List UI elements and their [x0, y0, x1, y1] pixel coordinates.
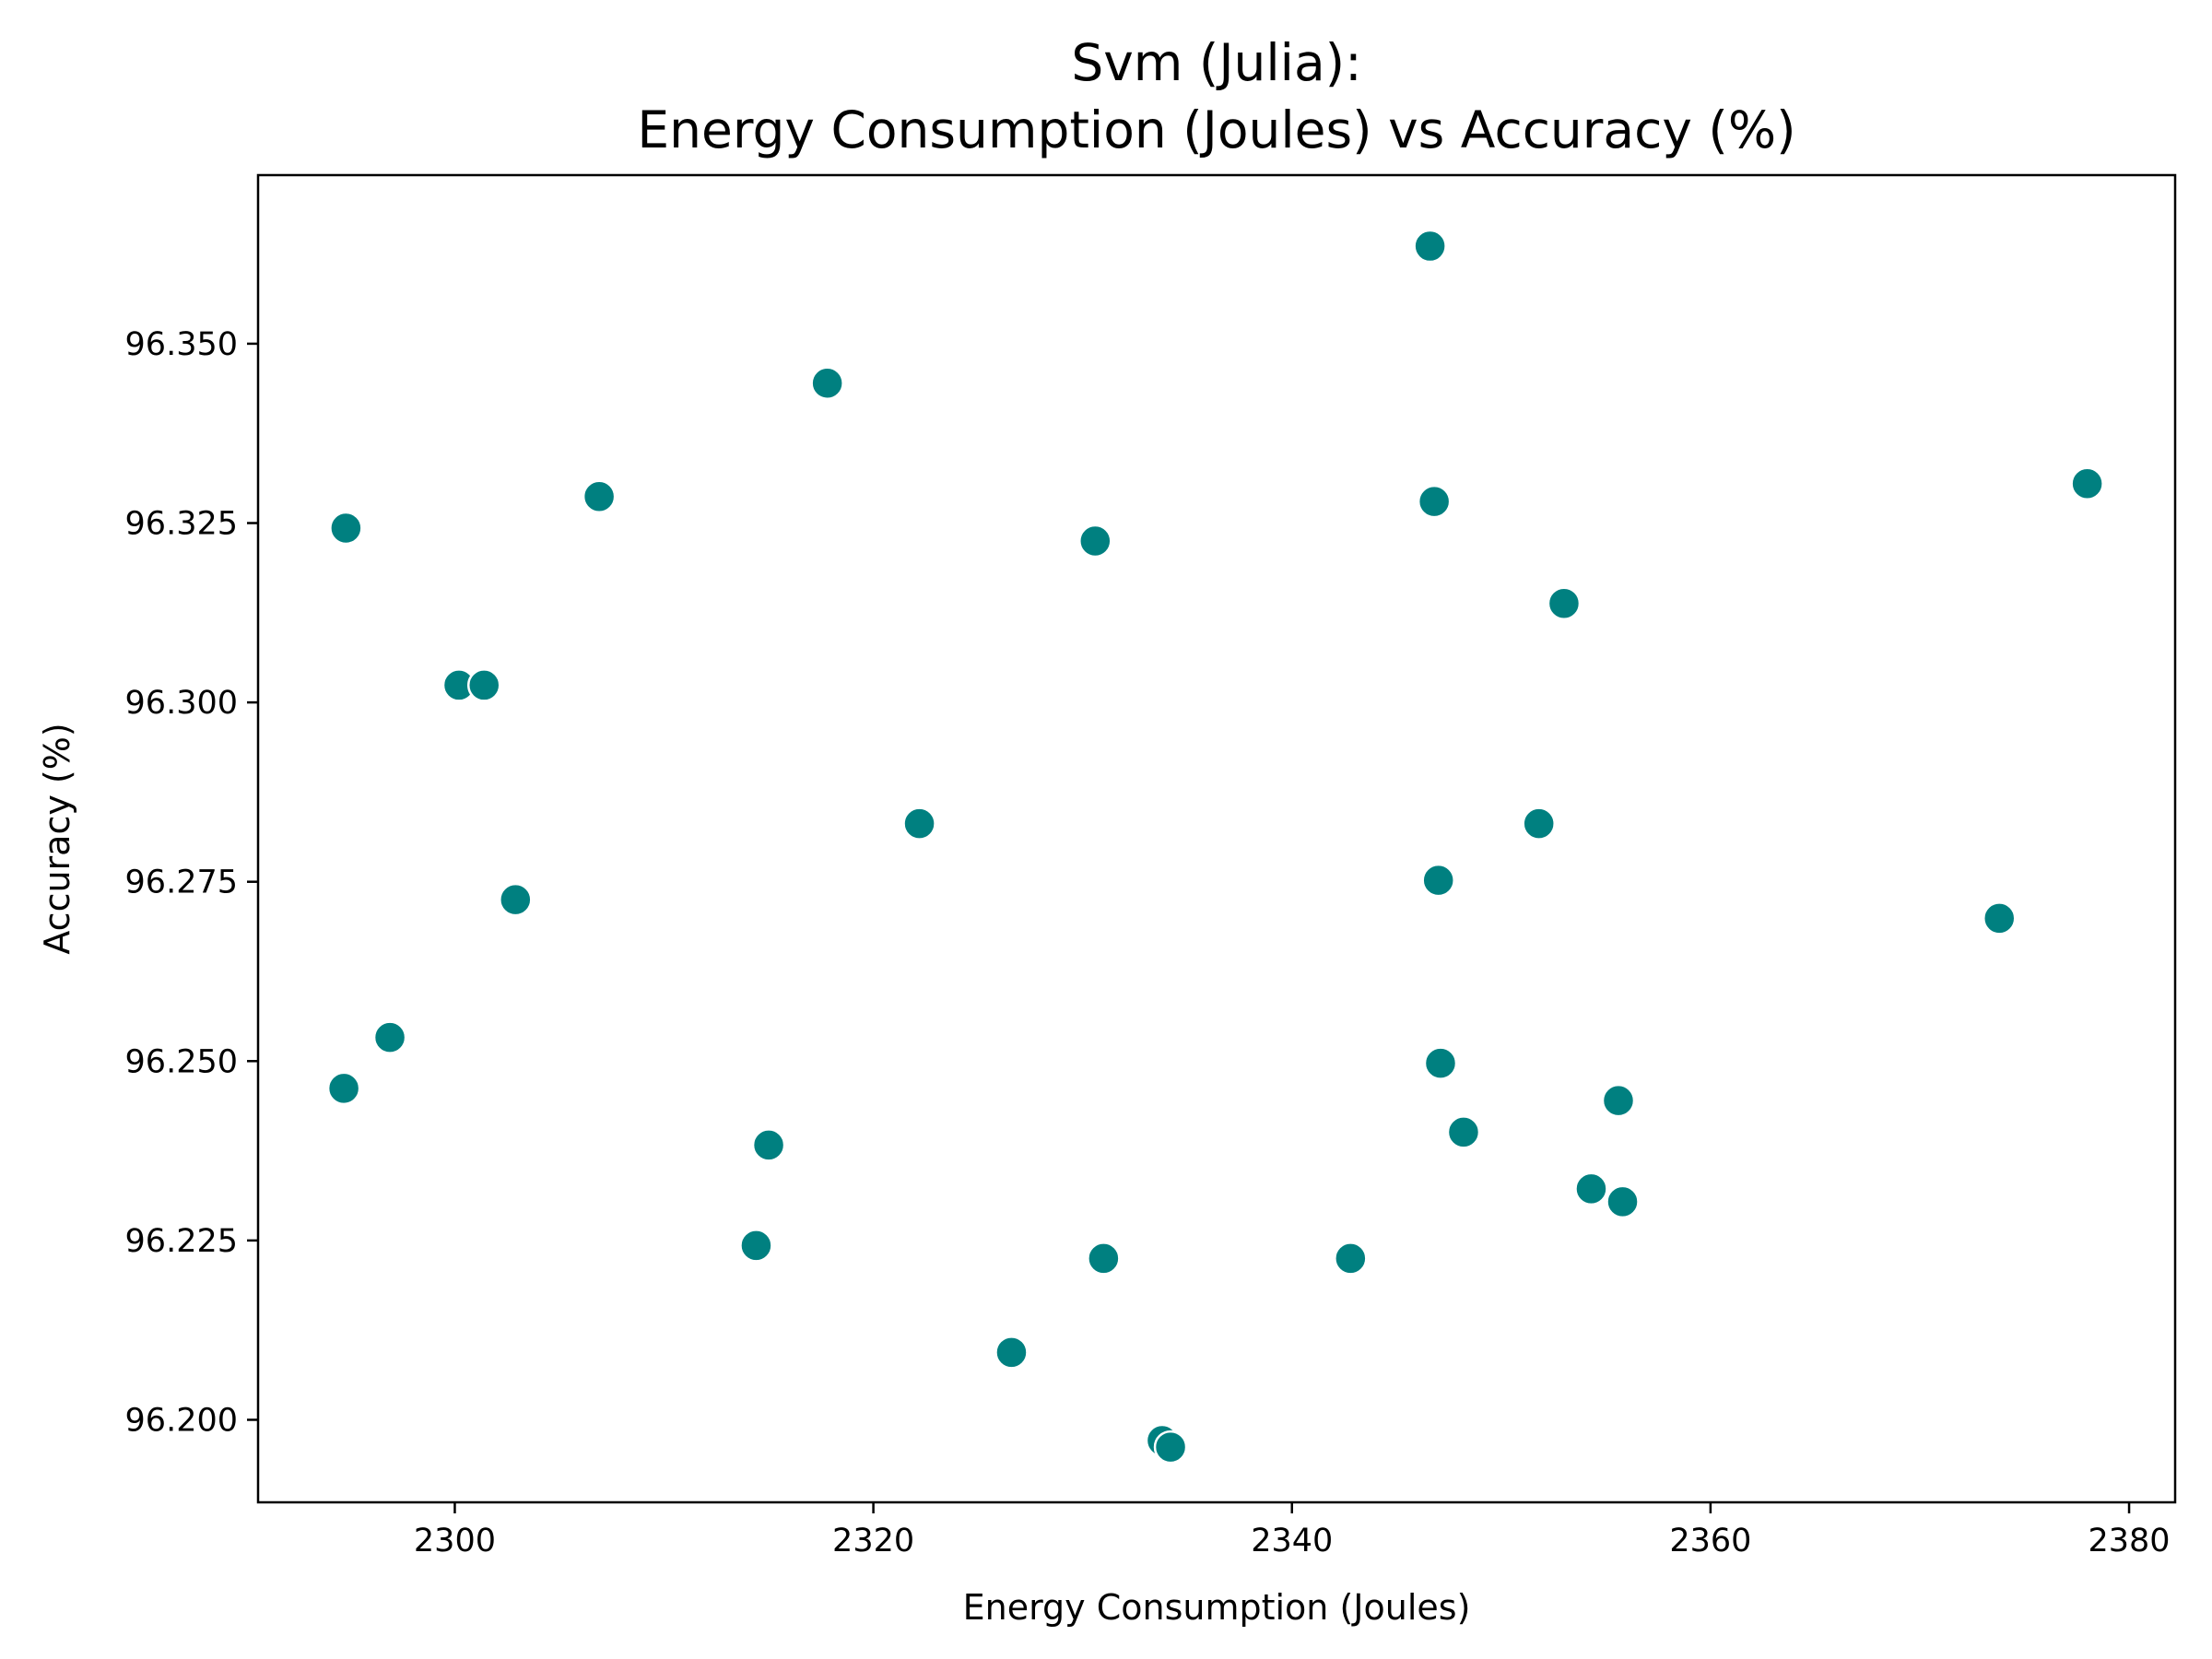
x-axis-ticks: 2300 2320 2340 2360 2380 [414, 1502, 2171, 1559]
x-tick-label: 2320 [832, 1523, 914, 1559]
data-point [1421, 863, 1455, 898]
data-point [326, 1071, 361, 1106]
data-point [1153, 1430, 1188, 1465]
data-point [1446, 1115, 1481, 1149]
data-points [326, 229, 2104, 1465]
y-axis-label: Accuracy (%) [37, 723, 77, 954]
data-point [1522, 806, 1556, 841]
data-point [2070, 466, 2104, 500]
data-point [1601, 1083, 1636, 1118]
x-tick-label: 2360 [1669, 1523, 1751, 1559]
data-point [1423, 1046, 1458, 1080]
y-axis-ticks: 96.200 96.225 96.250 96.275 96.300 96.325 96.3… [125, 326, 258, 1439]
data-point [751, 1128, 786, 1162]
data-point [372, 1020, 407, 1054]
y-tick-label: 96.200 [125, 1402, 238, 1439]
y-tick-label: 96.250 [125, 1043, 238, 1080]
data-point [1413, 229, 1447, 264]
x-tick-label: 2340 [1251, 1523, 1333, 1559]
chart-title-line-2: Energy Consumption (Joules) vs Accuracy … [637, 100, 1795, 159]
x-tick-label: 2300 [414, 1523, 496, 1559]
data-point [1606, 1184, 1640, 1219]
y-tick-label: 96.300 [125, 685, 238, 722]
data-point [1334, 1241, 1368, 1276]
data-point [329, 511, 363, 546]
plot-frame [256, 173, 2177, 1504]
y-tick-label: 96.275 [125, 865, 238, 901]
data-point [1417, 484, 1452, 519]
y-tick-label: 96.225 [125, 1223, 238, 1260]
data-point [466, 668, 501, 702]
x-tick-label: 2380 [2088, 1523, 2171, 1559]
y-tick-label: 96.325 [125, 506, 238, 543]
data-point [1574, 1171, 1608, 1206]
data-point [739, 1229, 773, 1263]
chart-title-line-1: Svm (Julia): [1071, 33, 1361, 92]
data-point [902, 806, 936, 841]
data-point [810, 366, 844, 400]
data-point [1078, 524, 1112, 559]
data-point [1087, 1241, 1121, 1276]
data-point [1983, 901, 2017, 935]
data-point [499, 882, 533, 917]
data-point [994, 1335, 1029, 1370]
y-tick-label: 96.350 [125, 326, 238, 363]
data-point [1547, 586, 1582, 620]
data-point [582, 479, 617, 513]
x-axis-label: Energy Consumption (Joules) [963, 1587, 1471, 1628]
